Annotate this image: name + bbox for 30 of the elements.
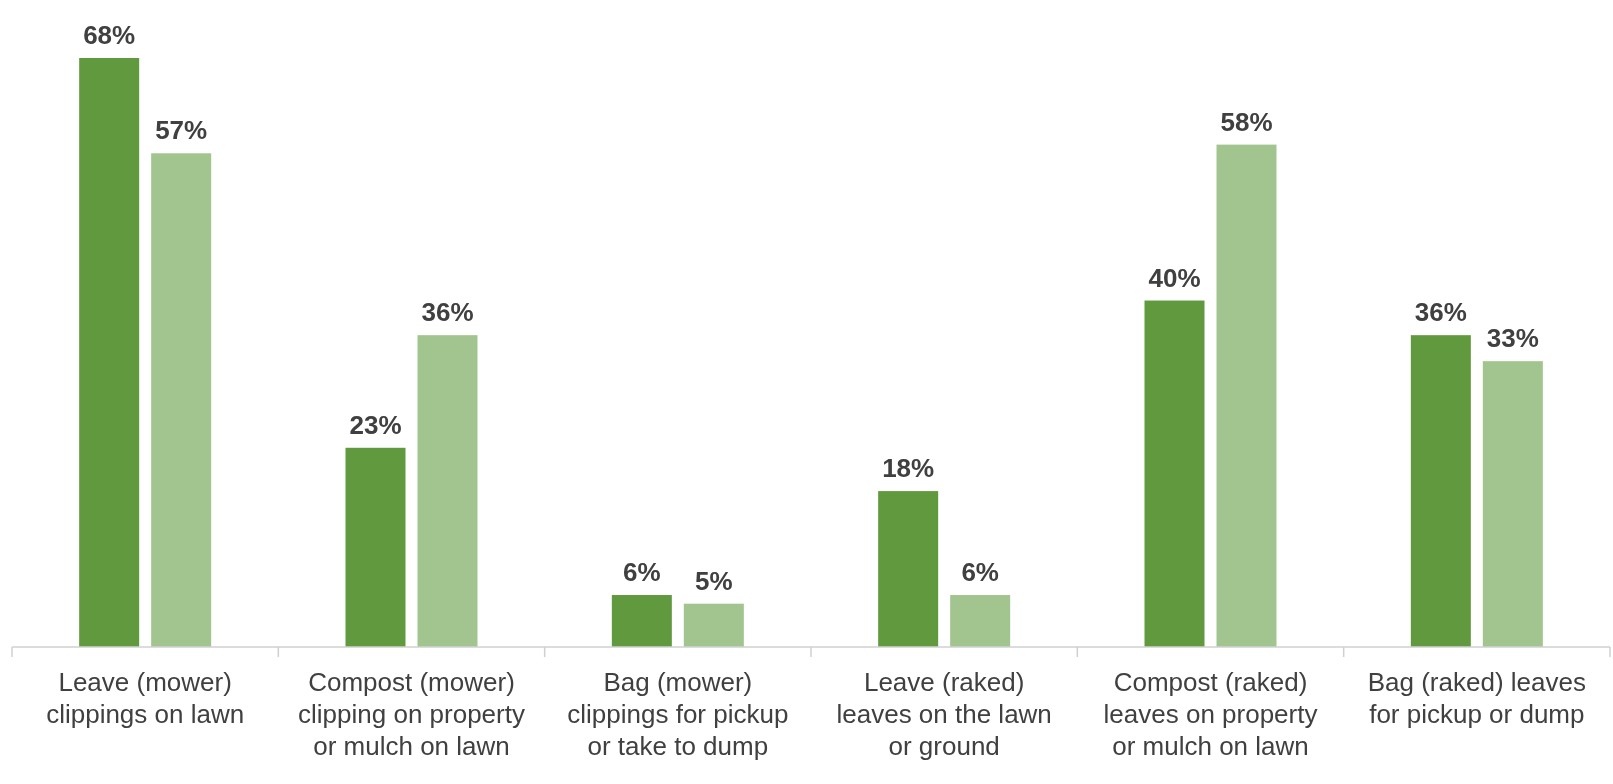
data-label: 5% [695,565,733,596]
x-tick-label: Leave (mower) clippings on lawn [46,667,245,729]
bar [1144,300,1205,647]
bar [1216,144,1277,647]
data-label: 36% [421,297,474,328]
bar [417,335,478,647]
data-label: 58% [1220,106,1273,137]
bar [683,603,744,647]
x-tick-label: Leave (raked) leaves on the lawn or ground [836,667,1052,761]
bar [1410,335,1471,647]
data-label: 6% [961,557,999,588]
data-label: 18% [882,453,935,484]
bar [1482,361,1543,647]
x-tick-label: Bag (mower) clippings for pickup or take to dump [567,667,789,761]
data-label: 36% [1414,297,1467,328]
x-tick-label: Bag (raked) leaves for pickup or dump [1367,667,1586,729]
x-tick-label: Compost (mower) clipping on property or mulch on lawn [298,667,525,761]
data-label: 57% [155,115,208,146]
data-label: 6% [623,557,661,588]
bar [151,153,212,647]
data-label: 23% [349,409,402,440]
bar [878,491,939,647]
bar [79,58,140,647]
bar [950,595,1011,647]
data-label: 40% [1148,262,1201,293]
x-tick-label: Compost (raked) leaves on property or mulch on lawn [1103,667,1318,761]
data-label: 33% [1486,323,1539,354]
bar [345,447,406,647]
bar [611,595,672,647]
data-label: 68% [83,20,136,50]
